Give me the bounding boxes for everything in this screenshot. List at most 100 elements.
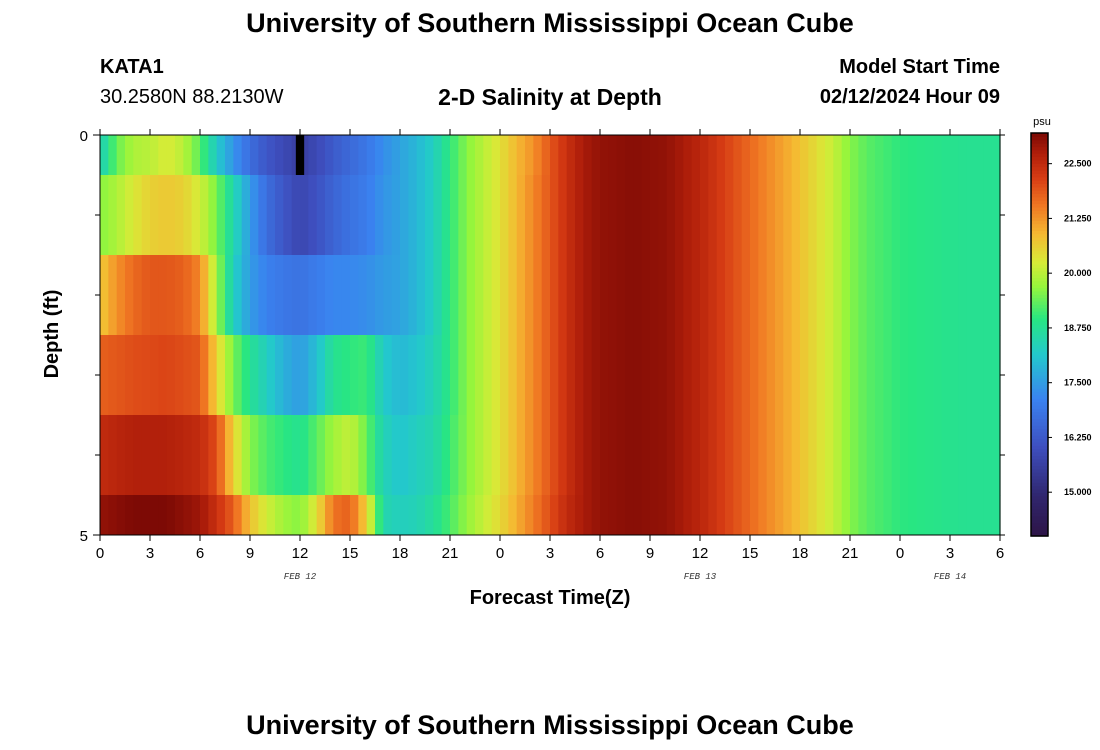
heatmap-cell: [350, 495, 359, 536]
heatmap-cell: [108, 135, 118, 176]
heatmap-cell: [933, 255, 943, 336]
colorbar-swatch: [1031, 277, 1048, 282]
heatmap-cell: [358, 335, 368, 416]
heatmap-cell: [525, 495, 534, 536]
heatmap-cell: [650, 495, 659, 536]
heatmap-cell: [975, 175, 984, 256]
heatmap-cell: [841, 335, 851, 416]
heatmap-cell: [941, 135, 951, 176]
heatmap-cell: [800, 495, 809, 536]
heatmap-cell: [583, 495, 593, 536]
heatmap-cell: [241, 135, 251, 176]
heatmap-cell: [658, 135, 668, 176]
heatmap-cell: [358, 175, 368, 256]
heatmap-cell: [791, 495, 801, 536]
heatmap-cell: [300, 335, 309, 416]
heatmap-cell: [325, 335, 334, 416]
heatmap-cell: [275, 335, 284, 416]
heatmap-cell: [950, 135, 959, 176]
colorbar-swatch: [1031, 267, 1048, 272]
heatmap-cell: [225, 255, 234, 336]
heatmap-cell: [125, 335, 134, 416]
heatmap-cell: [441, 135, 451, 176]
heatmap-cell: [125, 255, 134, 336]
heatmap-cell: [675, 175, 684, 256]
heatmap-cell: [583, 415, 593, 496]
heatmap-cell: [908, 335, 918, 416]
heatmap-cell: [425, 135, 434, 176]
heatmap-cell: [641, 255, 651, 336]
heatmap-cell: [958, 175, 968, 256]
heatmap-cell: [208, 255, 218, 336]
heatmap-cell: [375, 175, 384, 256]
heatmap-cell: [458, 175, 468, 256]
x-axis: 0 3 6 9 12 15 18 21 0 3 6 9 12 15 18 21 0 3 6 FEB 12 FEB 13 F…: [96, 129, 1004, 582]
heatmap-cell: [625, 255, 634, 336]
heatmap-cell: [708, 135, 718, 176]
heatmap-cell: [825, 415, 834, 496]
heatmap-cell: [383, 175, 393, 256]
colorbar-swatch: [1031, 310, 1048, 315]
x-tick-label: 0: [96, 545, 104, 562]
heatmap-cell: [825, 135, 834, 176]
heatmap-cell: [225, 415, 234, 496]
heatmap-cell: [750, 415, 759, 496]
heatmap-cell: [441, 415, 451, 496]
heatmap-cell: [775, 335, 784, 416]
heatmap-cell: [383, 255, 393, 336]
heatmap-cell: [608, 335, 618, 416]
heatmap-cell: [466, 255, 476, 336]
heatmap-cell: [991, 175, 1001, 256]
heatmap-cell: [825, 175, 834, 256]
heatmap-cell: [858, 255, 868, 336]
heatmap-cell: [783, 255, 793, 336]
heatmap-cell: [566, 495, 576, 536]
heatmap-cell: [966, 135, 976, 176]
heatmap-cell: [391, 335, 401, 416]
colorbar-swatch: [1031, 499, 1048, 504]
heatmap-cell: [883, 415, 893, 496]
heatmap-cell: [216, 135, 226, 176]
heatmap-cell: [400, 415, 409, 496]
heatmap-cell: [166, 255, 176, 336]
heatmap-cell: [283, 255, 293, 336]
heatmap-cell: [816, 255, 826, 336]
heatmap-cell: [991, 335, 1001, 416]
heatmap-cell: [716, 415, 726, 496]
heatmap-cell: [225, 495, 234, 536]
heatmap-cell: [116, 255, 126, 336]
heatmap-cell: [691, 335, 701, 416]
heatmap-cell: [650, 255, 659, 336]
heatmap-cell: [925, 175, 934, 256]
heatmap-cell: [875, 255, 884, 336]
heatmap-cell: [950, 335, 959, 416]
heatmap-cell: [491, 415, 501, 496]
heatmap-cell: [591, 255, 601, 336]
heatmap-cell: [991, 415, 1001, 496]
colorbar-swatch: [1031, 321, 1048, 326]
heatmap-cell: [366, 495, 376, 536]
heatmap-cell: [291, 175, 301, 256]
heatmap-cell: [341, 335, 351, 416]
heatmap-cell: [533, 415, 543, 496]
heatmap-cell: [966, 255, 976, 336]
heatmap-cell: [983, 335, 993, 416]
heatmap-cell: [758, 175, 768, 256]
colorbar-swatch: [1031, 358, 1048, 362]
colorbar-swatch: [1031, 374, 1048, 379]
heatmap-cell: [758, 255, 768, 336]
heatmap-cell: [383, 495, 393, 536]
heatmap-cell: [983, 415, 993, 496]
heatmap-cell: [975, 495, 984, 536]
heatmap-cell: [716, 135, 726, 176]
heatmap-cell: [625, 495, 634, 536]
heatmap-cell: [675, 415, 684, 496]
heatmap-cell: [350, 335, 359, 416]
heatmap-cell: [883, 335, 893, 416]
heatmap-cell: [691, 255, 701, 336]
heatmap-cell: [816, 135, 826, 176]
x-tick-label: 21: [842, 545, 859, 562]
heatmap-cell: [191, 495, 201, 536]
heatmap-cell: [583, 255, 593, 336]
x-tick-label: 3: [146, 545, 154, 562]
